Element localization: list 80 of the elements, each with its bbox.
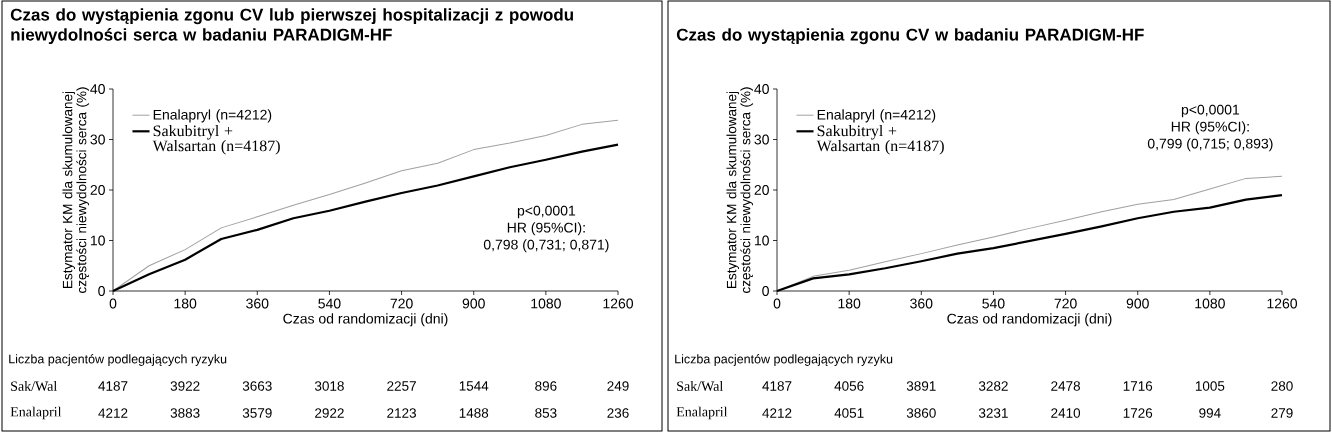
text: 249 [607, 381, 629, 391]
text: 2478 [1051, 381, 1080, 391]
x-tick-label: 720 [390, 298, 413, 309]
text: 279 [1271, 408, 1293, 418]
annotation: 0,799 (0,715; 0,893) [1147, 138, 1273, 152]
annotation: HR (95%CI): [507, 222, 585, 236]
legend-label: Enalapryl (n=4212) [817, 109, 936, 123]
text: 4051 [834, 408, 864, 418]
text: 280 [1271, 381, 1293, 391]
x-tick-label: 900 [462, 298, 485, 309]
text: 1005 [1195, 381, 1225, 391]
y-tick-label: 30 [754, 134, 769, 145]
y-tick-label: 10 [754, 235, 769, 246]
y-axis-title: Estymator KM dla skumulowanej częstości niewydolności serca (%) [62, 87, 90, 293]
text: Enalapril [676, 406, 728, 420]
text: 2257 [387, 381, 416, 391]
chart-title: Czas do wystąpienia zgonu CV w badaniu PARADIGM-HF [676, 28, 1144, 45]
text: 4056 [834, 381, 864, 391]
text: 3282 [978, 381, 1008, 391]
text: 3860 [906, 408, 936, 418]
text: 4187 [98, 381, 128, 391]
x-tick-label: 360 [910, 298, 933, 309]
text: Enalapril [10, 406, 62, 420]
y-tick-label: 40 [90, 84, 105, 94]
x-tick-label: 900 [1126, 298, 1149, 309]
text: Sak/Wal [11, 381, 57, 391]
x-tick-label: 540 [982, 298, 1005, 309]
text: 1544 [459, 381, 489, 391]
text: 1726 [1123, 408, 1153, 418]
text: 2123 [387, 408, 416, 418]
text: 896 [535, 381, 557, 391]
y-tick-label: 10 [90, 235, 105, 246]
x-axis-title: Czas od randomizacji (dni) [947, 313, 1112, 327]
x-axis-title: Czas od randomizacji (dni) [283, 313, 448, 327]
annotation: HR (95%CI): [1171, 121, 1249, 135]
text: 3231 [978, 408, 1008, 418]
x-tick-label: 540 [318, 298, 341, 309]
legend-label: Enalapryl (n=4212) [153, 109, 272, 123]
legend-label: Sakubitryl + Walsartan (n=4187) [152, 125, 280, 155]
x-tick-label: 0 [773, 298, 781, 309]
x-tick-label: 180 [174, 298, 197, 309]
y-tick-label: 0 [762, 286, 769, 296]
text: 3883 [170, 408, 200, 418]
text: 1716 [1123, 381, 1153, 391]
chart-title: Czas do wystąpienia zgonu CV lub pierwszej hospitalizacji z powodu niewydolności serca w badaniu PARADIGM-HF [10, 8, 573, 45]
text: 853 [535, 408, 557, 418]
text: 3922 [170, 381, 200, 391]
text: 4187 [762, 381, 792, 391]
x-tick-label: 360 [246, 298, 269, 309]
x-tick-label: 1080 [1195, 298, 1225, 309]
y-tick-label: 0 [98, 286, 105, 296]
text: 3891 [906, 381, 936, 391]
text: Liczba pacjentów podlegających ryzyku [9, 354, 227, 366]
x-tick-label: 1260 [1267, 298, 1298, 309]
annotation: p<0,0001 [1181, 104, 1240, 118]
annotation: 0,798 (0,731; 0,871) [483, 239, 609, 253]
text: 236 [607, 408, 629, 418]
text: 3018 [314, 381, 344, 391]
text: 3663 [242, 381, 272, 391]
x-tick-label: 1260 [603, 298, 634, 309]
text: Sak/Wal [677, 381, 724, 391]
text: 1488 [459, 408, 489, 418]
x-tick-label: 1080 [531, 298, 561, 309]
text: 994 [1199, 408, 1221, 418]
text: 3579 [242, 408, 272, 418]
x-tick-label: 180 [838, 298, 861, 309]
text: 2410 [1051, 408, 1081, 418]
annotation: p<0,0001 [517, 205, 576, 219]
y-tick-label: 40 [754, 84, 769, 94]
y-tick-label: 20 [754, 185, 769, 195]
y-tick-label: 20 [90, 185, 105, 195]
text: 4212 [98, 408, 128, 418]
legend-label: Sakubitryl + Walsartan (n=4187) [816, 125, 944, 155]
x-tick-label: 0 [109, 298, 117, 309]
x-tick-label: 720 [1054, 298, 1077, 309]
y-tick-label: 30 [90, 134, 105, 145]
y-axis-title: Estymator KM dla skumulowanej częstości niewydolności serca (%) [726, 87, 754, 293]
text: Liczba pacjentów podlegających ryzyku [675, 354, 893, 366]
text: 2922 [315, 408, 344, 418]
text: 4212 [762, 408, 792, 418]
